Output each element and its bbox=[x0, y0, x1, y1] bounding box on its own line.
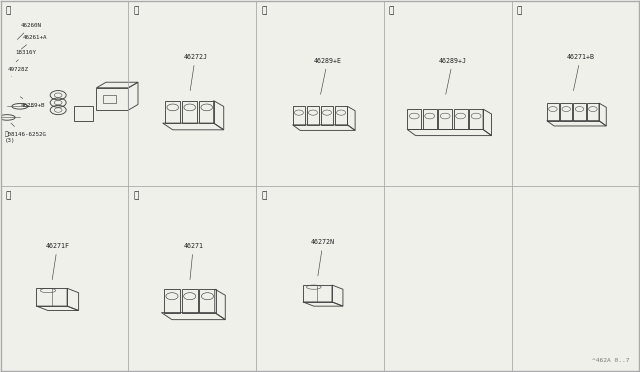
Text: 46271: 46271 bbox=[183, 243, 204, 280]
Text: ⓒ: ⓒ bbox=[261, 6, 267, 15]
Text: Ⓓ08146-6252G
(3): Ⓓ08146-6252G (3) bbox=[4, 123, 46, 142]
Text: 46260N: 46260N bbox=[17, 23, 42, 39]
Text: ⓗ: ⓗ bbox=[261, 192, 267, 201]
Text: ⓓ: ⓓ bbox=[389, 6, 394, 15]
Text: 46272J: 46272J bbox=[183, 54, 207, 91]
Text: 46272N: 46272N bbox=[311, 239, 335, 276]
Text: 46289+B: 46289+B bbox=[20, 97, 45, 108]
Text: 46289+J: 46289+J bbox=[439, 58, 467, 94]
Text: 18316Y: 18316Y bbox=[15, 50, 36, 62]
Text: ⓑ: ⓑ bbox=[134, 6, 139, 15]
Text: 46261+A: 46261+A bbox=[21, 35, 47, 49]
Text: 46289+E: 46289+E bbox=[314, 58, 342, 94]
Text: 49728Z: 49728Z bbox=[8, 67, 29, 77]
Text: ⓔ: ⓔ bbox=[516, 6, 522, 15]
Text: 46271F: 46271F bbox=[45, 243, 69, 280]
Text: ⓕ: ⓕ bbox=[6, 192, 11, 201]
Text: 46271+B: 46271+B bbox=[566, 54, 595, 91]
Text: ^462A 0..7: ^462A 0..7 bbox=[592, 358, 630, 363]
Text: ⓐ: ⓐ bbox=[6, 6, 11, 15]
Text: ⓖ: ⓖ bbox=[134, 192, 139, 201]
